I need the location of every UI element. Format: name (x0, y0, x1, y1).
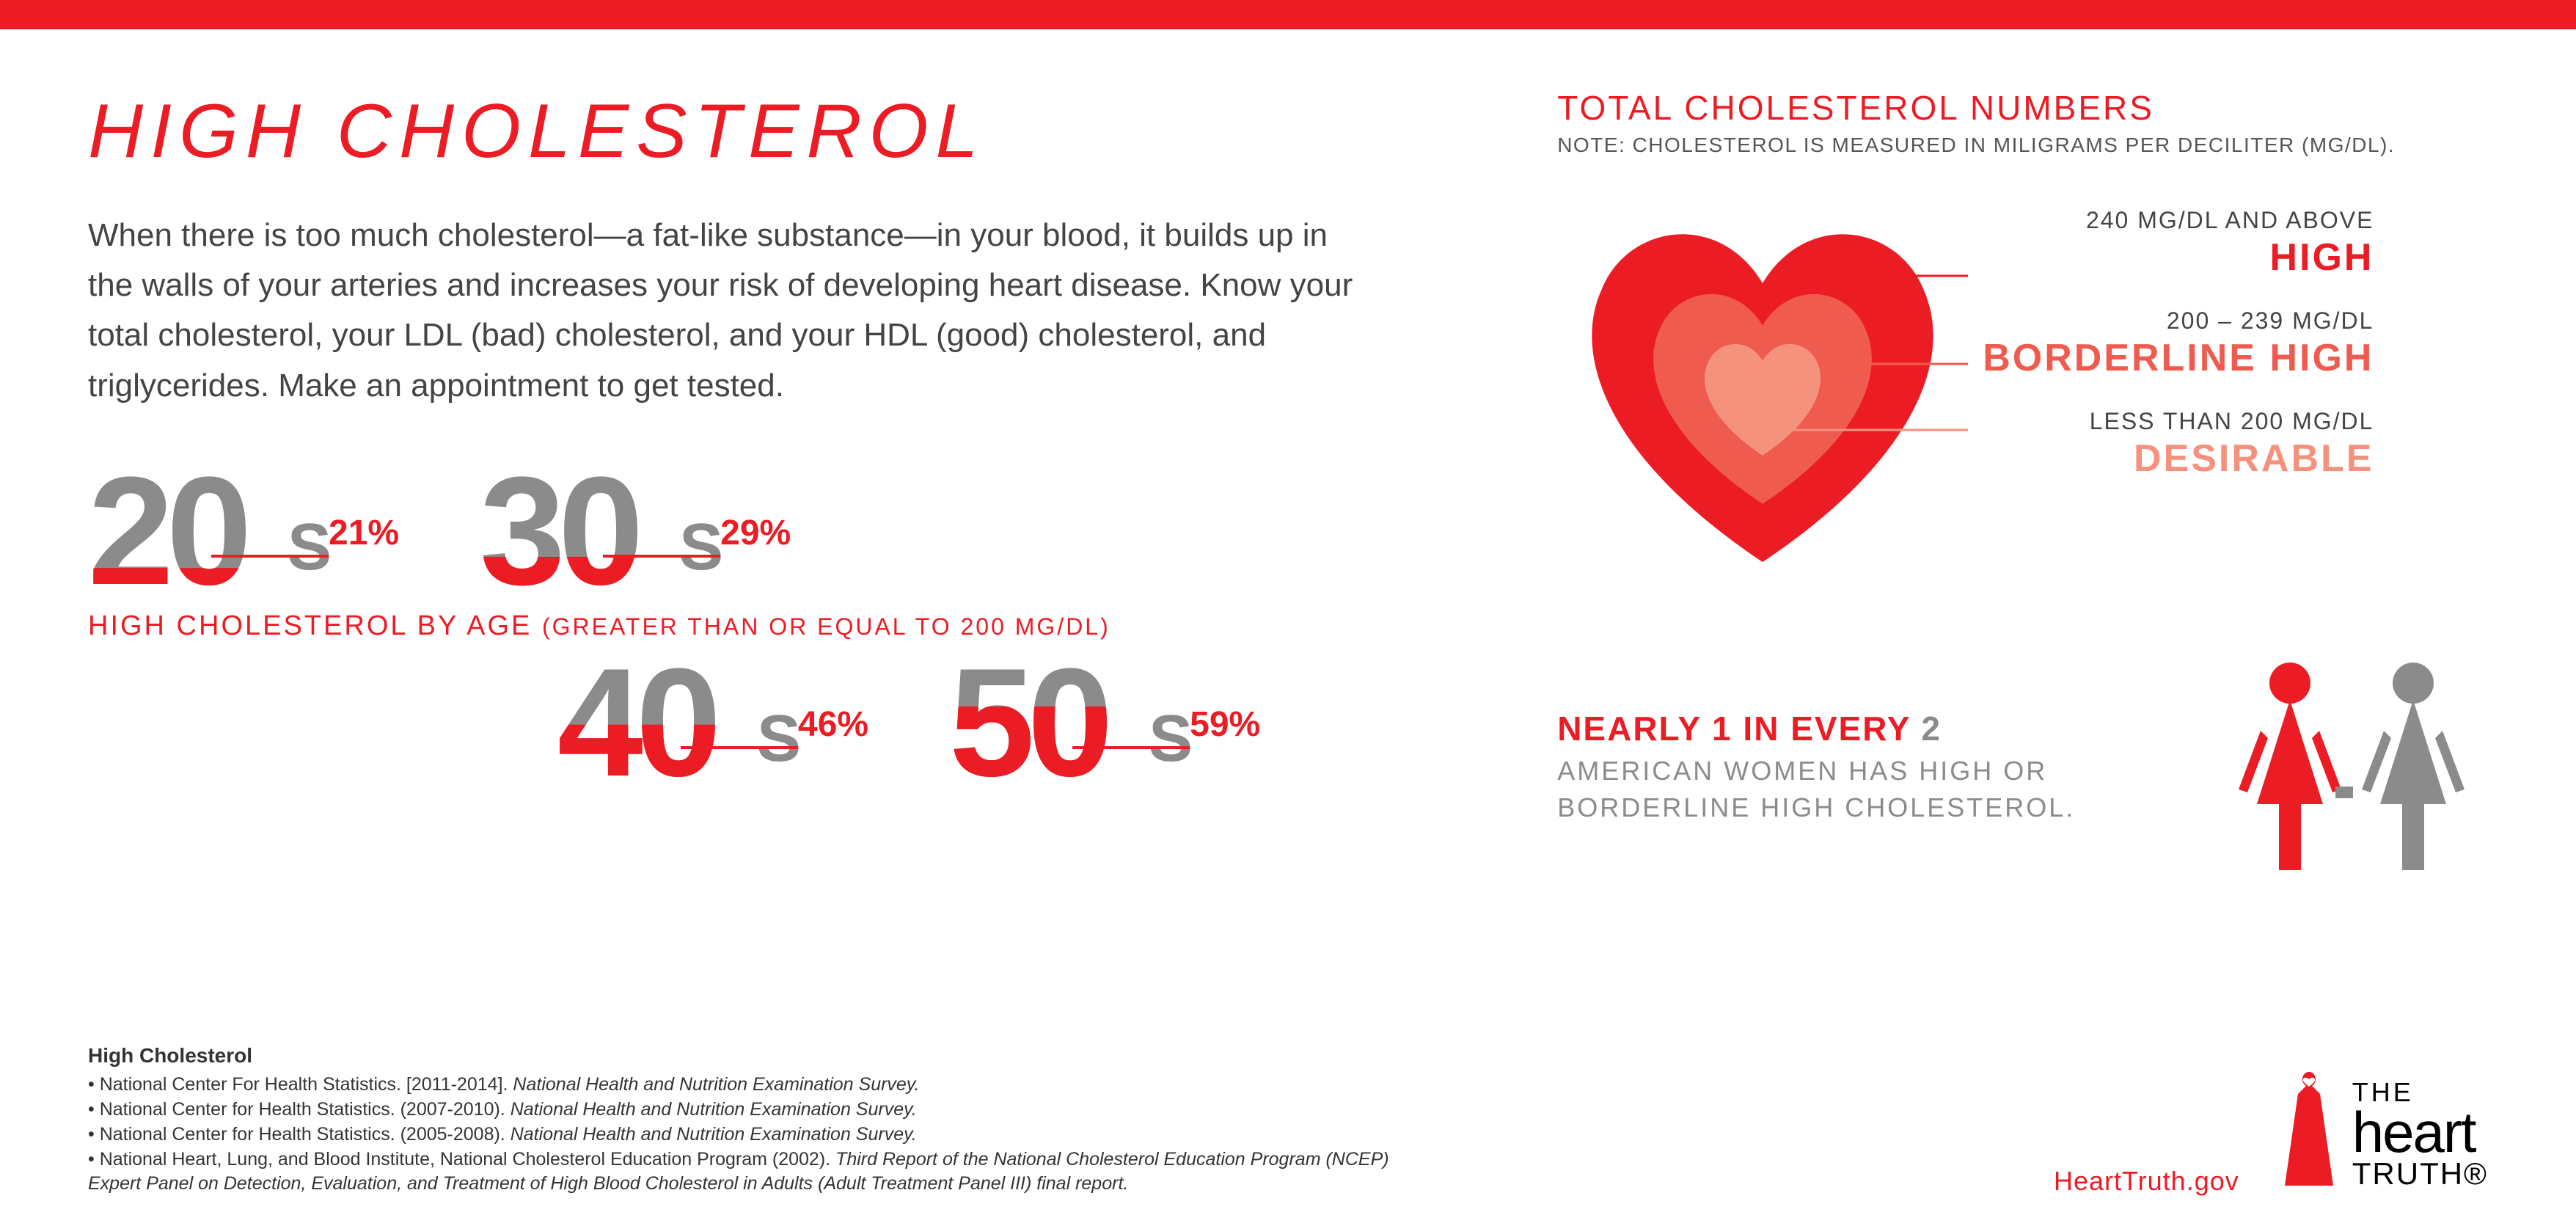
age-pct-50s: 59% (1190, 704, 1260, 789)
brand-truth: TRUTH® (2352, 1159, 2488, 1189)
age-row-top: 2020 S 21% 3030 S 29% (88, 458, 1484, 597)
heart-block: 240 MG/DL AND ABOVE HIGH 200 – 239 MG/DL… (1557, 180, 2488, 591)
age-caption-main: HIGH CHOLESTEROL BY AGE (88, 610, 542, 641)
ref-item: • National Center for Health Statistics.… (88, 1123, 1408, 1147)
top-bar (0, 0, 2576, 29)
ref-item: • National Heart, Lung, and Blood Instit… (88, 1147, 1408, 1197)
references: High Cholesterol • National Center For H… (88, 1042, 1408, 1197)
ref-item: • National Center for Health Statistics.… (88, 1098, 1408, 1123)
age-caption: HIGH CHOLESTEROL BY AGE (GREATER THAN OR… (88, 610, 1484, 642)
main-content: HIGH CHOLESTEROL When there is too much … (0, 29, 2576, 892)
brand-block: HeartTruth.gov THE heart TRUTH® (2054, 1072, 2488, 1197)
age-num-30: 3030 (480, 458, 685, 597)
age-group-30s: 3030 S 29% (480, 458, 791, 597)
level-label-main: HIGH (2269, 337, 2374, 379)
footer: High Cholesterol • National Center For H… (88, 1042, 2488, 1197)
age-num-20: 2020 (88, 458, 293, 597)
age-num-50: 5050 (949, 649, 1155, 789)
level-range: LESS THAN 200 MG/DL (1983, 408, 2374, 435)
age-group-50s: 5050 S 59% (949, 649, 1260, 789)
ref-item: • National Center For Health Statistics.… (88, 1073, 1408, 1098)
level-label-prefix: BORDERLINE (1983, 337, 2269, 379)
stat-main-part2: 2 (1921, 709, 1942, 748)
page-title: HIGH CHOLESTEROL (88, 88, 1484, 175)
age-row-bottom: 4040 S 46% 5050 S 59% (557, 649, 1484, 789)
level-label: BORDERLINE HIGH (1983, 336, 2374, 380)
age-num-40: 4040 (557, 649, 763, 789)
age-pct-20s: 21% (329, 513, 399, 597)
intro-text: When there is too much cholesterol—a fat… (88, 211, 1379, 411)
age-pct-30s: 29% (720, 513, 791, 597)
women-icon (2224, 657, 2488, 877)
stat-main: NEARLY 1 IN EVERY 2 (1557, 709, 2195, 748)
stat-main-part1: NEARLY 1 IN EVERY (1557, 709, 1921, 748)
stat-sub: AMERICAN WOMEN HAS HIGH OR BORDERLINE HI… (1557, 753, 2195, 827)
age-pct-40s: 46% (798, 704, 868, 789)
panel-note: NOTE: CHOLESTEROL IS MEASURED IN MILIGRA… (1557, 134, 2488, 157)
age-suffix: S (679, 510, 723, 597)
age-suffix: S (1149, 701, 1193, 789)
brand-url: HeartTruth.gov (2054, 1166, 2239, 1197)
level-range: 200 – 239 MG/DL (1983, 307, 2374, 335)
age-group-20s: 2020 S 21% (88, 458, 399, 597)
age-caption-sub: (GREATER THAN OR EQUAL TO 200 MG/DL) (542, 613, 1110, 640)
stat-block: NEARLY 1 IN EVERY 2 AMERICAN WOMEN HAS H… (1557, 657, 2488, 877)
level-range: 240 MG/DL AND ABOVE (1983, 207, 2374, 234)
stat-text: NEARLY 1 IN EVERY 2 AMERICAN WOMEN HAS H… (1557, 709, 2195, 827)
brand-logo: THE heart TRUTH® (2276, 1072, 2488, 1197)
brand-heart: heart (2352, 1105, 2488, 1159)
level-label: HIGH (1983, 236, 2374, 280)
age-suffix: S (288, 510, 332, 597)
left-column: HIGH CHOLESTEROL When there is too much … (88, 88, 1528, 877)
level-desirable: LESS THAN 200 MG/DL DESIRABLE (1983, 408, 2374, 481)
ref-title: High Cholesterol (88, 1042, 1408, 1070)
brand-words: THE heart TRUTH® (2352, 1080, 2488, 1189)
right-column: TOTAL CHOLESTEROL NUMBERS NOTE: CHOLESTE… (1528, 88, 2488, 877)
level-label: DESIRABLE (1983, 437, 2374, 481)
level-high: 240 MG/DL AND ABOVE HIGH (1983, 207, 2374, 280)
panel-title: TOTAL CHOLESTEROL NUMBERS (1557, 88, 2488, 128)
age-suffix: S (757, 701, 801, 789)
heart-icon (1557, 180, 1968, 591)
level-borderline: 200 – 239 MG/DL BORDERLINE HIGH (1983, 307, 2374, 380)
age-group-40s: 4040 S 46% (557, 649, 868, 789)
dress-icon (2276, 1072, 2342, 1197)
levels-list: 240 MG/DL AND ABOVE HIGH 200 – 239 MG/DL… (1968, 180, 2374, 532)
